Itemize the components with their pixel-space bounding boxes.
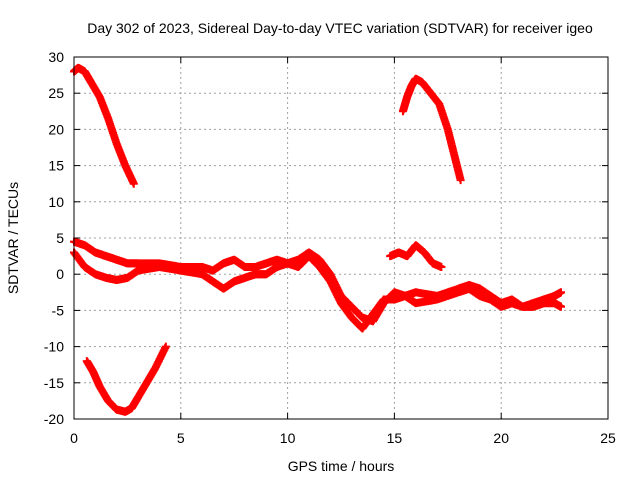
x-tick-label: 15 — [387, 430, 403, 446]
y-tick-label: 20 — [48, 121, 64, 137]
y-tick-label: 0 — [56, 266, 64, 282]
data-point — [557, 302, 566, 311]
x-tick-label: 20 — [493, 430, 509, 446]
y-tick-label: 30 — [48, 49, 64, 65]
series-band-main-a — [70, 237, 566, 326]
y-axis-ticks: -20 -15 -10 -5 0 5 10 15 20 25 30 — [44, 49, 608, 427]
y-tick-label: -15 — [44, 375, 64, 391]
y-tick-label: 5 — [56, 230, 64, 246]
x-tick-label: 25 — [600, 430, 616, 446]
data-points — [70, 63, 566, 416]
series-arc-top-right — [398, 74, 465, 185]
y-tick-label: -20 — [44, 411, 64, 427]
x-tick-label: 10 — [280, 430, 296, 446]
y-tick-label: -5 — [52, 302, 65, 318]
y-axis-label: SDTVAR / TECUs — [5, 182, 21, 294]
x-axis-ticks: 0 5 10 15 20 25 — [70, 57, 616, 446]
series-band-main-b — [70, 248, 566, 333]
x-axis-label: GPS time / hours — [288, 458, 395, 474]
series-band-right-upper — [386, 241, 446, 271]
data-point — [129, 179, 138, 188]
series-arc-bottom-left — [82, 342, 170, 416]
series-arc-top-left — [70, 63, 138, 188]
y-tick-label: 15 — [48, 158, 64, 174]
x-tick-label: 5 — [177, 430, 185, 446]
data-point — [456, 176, 465, 185]
x-tick-label: 0 — [70, 430, 78, 446]
grid-lines — [74, 57, 608, 419]
data-point — [161, 342, 170, 351]
chart-title: Day 302 of 2023, Sidereal Day-to-day VTE… — [87, 20, 593, 36]
data-point — [437, 262, 446, 271]
y-tick-label: 10 — [48, 194, 64, 210]
y-tick-label: 25 — [48, 85, 64, 101]
data-point — [557, 288, 566, 297]
y-tick-label: -10 — [44, 339, 64, 355]
